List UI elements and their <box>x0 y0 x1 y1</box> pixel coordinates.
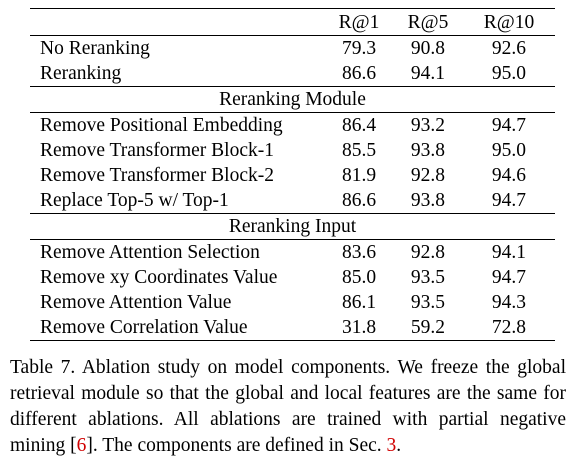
cell-r1: 86.6 <box>341 190 377 211</box>
row-name: Remove Positional Embedding <box>40 115 283 136</box>
row-name: Remove Attention Selection <box>40 242 260 263</box>
cell-r1: 79.3 <box>341 38 377 59</box>
row-name: Reranking <box>40 63 122 84</box>
cell-r10: 92.6 <box>491 38 527 59</box>
row-name: Replace Top-5 w/ Top-1 <box>40 190 229 211</box>
caption-text: Table 7. Ablation study on model compone… <box>10 357 566 456</box>
cell-r10: 95.0 <box>491 140 527 161</box>
cell-r5: 93.8 <box>410 190 446 211</box>
cell-r1: 86.6 <box>341 63 377 84</box>
citation-link[interactable]: 6 <box>76 435 87 456</box>
cell-r5: 93.5 <box>410 292 446 313</box>
table-caption: Table 7. Ablation study on model compone… <box>10 355 566 459</box>
cell-r1: 31.8 <box>324 315 394 341</box>
caption-text: . <box>396 435 402 456</box>
table-row: Remove Attention Selection 83.6 92.8 94.… <box>30 240 555 266</box>
section-title: Reranking Module <box>30 86 555 113</box>
cell-r5: 93.5 <box>410 267 446 288</box>
header-empty <box>30 8 325 36</box>
header-r5: R@5 <box>393 8 463 36</box>
cell-r5: 90.8 <box>410 38 446 59</box>
ablation-table: R@1 R@5 R@10 No Reranking 79.3 90.8 92.6… <box>30 8 555 341</box>
row-name: Remove xy Coordinates Value <box>40 267 278 288</box>
cell-r10: 94.3 <box>491 292 527 313</box>
section-header-row: Reranking Module <box>30 86 555 113</box>
table-row: Remove Transformer Block-2 81.9 92.8 94.… <box>30 163 555 188</box>
cell-r5: 59.2 <box>393 315 463 341</box>
cell-r10: 94.6 <box>491 165 527 186</box>
cell-r10: 95.0 <box>491 63 527 84</box>
section-ref-link[interactable]: 3 <box>386 435 397 456</box>
cell-r5: 92.8 <box>410 165 446 186</box>
table-header-row: R@1 R@5 R@10 <box>30 8 555 36</box>
cell-r1: 85.0 <box>341 267 377 288</box>
table-row: Remove Transformer Block-1 85.5 93.8 95.… <box>30 138 555 163</box>
cell-r5: 94.1 <box>410 63 446 84</box>
table-row: Remove xy Coordinates Value 85.0 93.5 94… <box>30 265 555 290</box>
table-row: Remove Positional Embedding 86.4 93.2 94… <box>30 113 555 139</box>
row-name: Remove Correlation Value <box>30 315 325 341</box>
cell-r5: 93.8 <box>410 140 446 161</box>
table-row: Remove Attention Value 86.1 93.5 94.3 <box>30 290 555 315</box>
cell-r1: 85.5 <box>341 140 377 161</box>
table-row: Replace Top-5 w/ Top-1 86.6 93.8 94.7 <box>30 188 555 214</box>
header-r1: R@1 <box>324 8 394 36</box>
cell-r1: 83.6 <box>341 242 377 263</box>
table-row: Reranking 86.6 94.1 95.0 <box>30 61 555 87</box>
section-header-row: Reranking Input <box>30 213 555 240</box>
cell-r10: 72.8 <box>462 315 555 341</box>
cell-r10: 94.7 <box>491 267 527 288</box>
row-name: No Reranking <box>40 38 150 59</box>
table-row: Remove Correlation Value 31.8 59.2 72.8 <box>30 315 555 341</box>
cell-r10: 94.1 <box>491 242 527 263</box>
cell-r1: 86.4 <box>341 115 377 136</box>
cell-r5: 92.8 <box>410 242 446 263</box>
section-title: Reranking Input <box>30 213 555 240</box>
cell-r10: 94.7 <box>491 115 527 136</box>
cell-r10: 94.7 <box>491 190 527 211</box>
row-name: Remove Attention Value <box>40 292 232 313</box>
row-name: Remove Transformer Block-2 <box>40 165 274 186</box>
cell-r1: 81.9 <box>341 165 377 186</box>
cell-r5: 93.2 <box>410 115 446 136</box>
row-name: Remove Transformer Block-1 <box>40 140 274 161</box>
caption-text: ]. The components are defined in Sec. <box>86 435 387 456</box>
table-row: No Reranking 79.3 90.8 92.6 <box>30 36 555 62</box>
cell-r1: 86.1 <box>341 292 377 313</box>
header-r10: R@10 <box>462 8 555 36</box>
